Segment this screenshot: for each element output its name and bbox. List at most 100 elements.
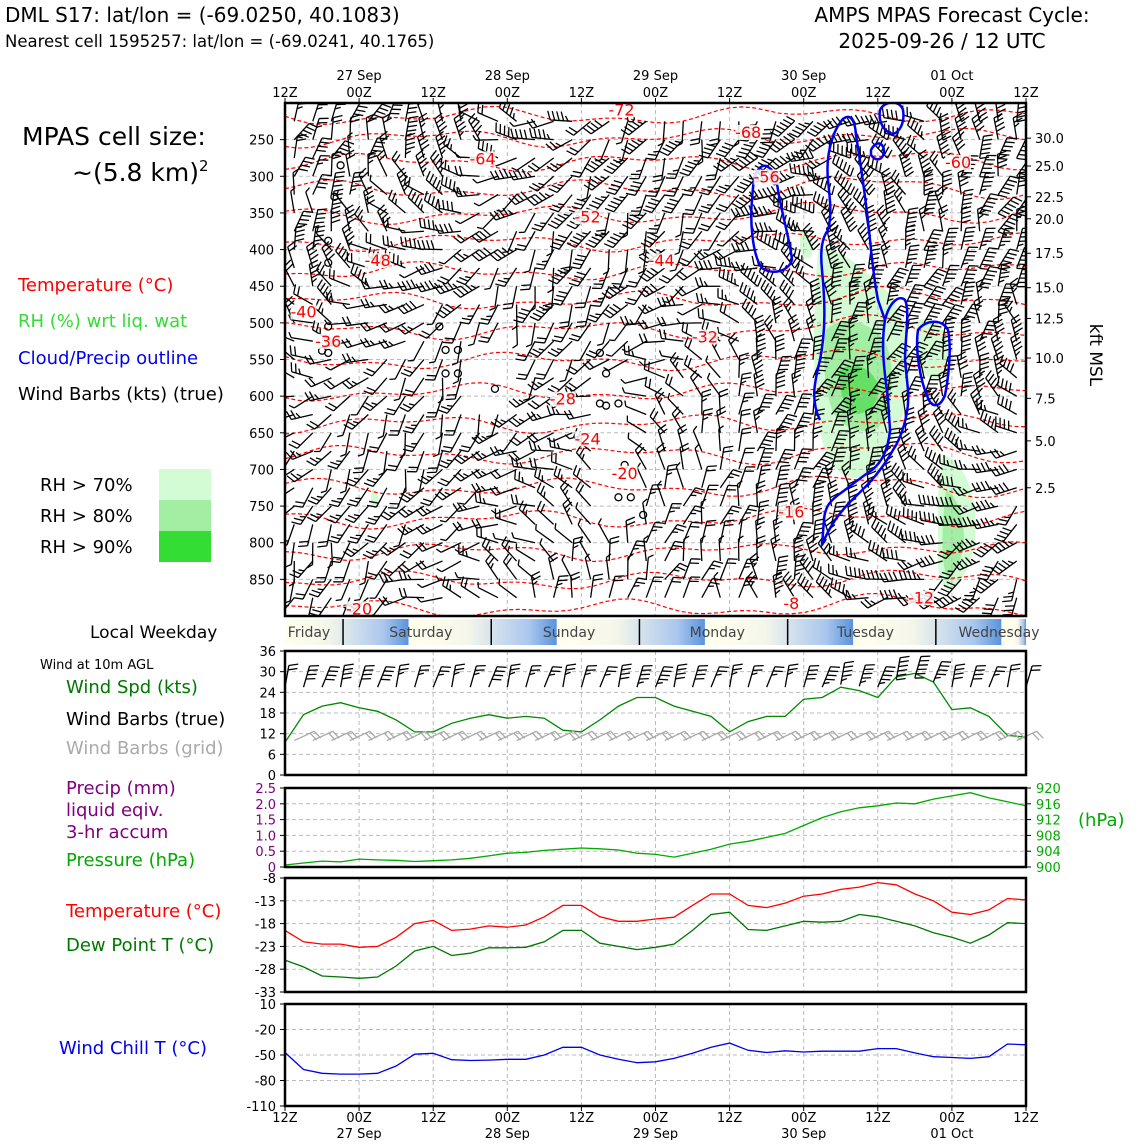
barb-1003-flag-2 [983,182,992,183]
sfc-barb-23-flag-1 [718,671,727,672]
sfc-barb-38-flag-1 [996,671,1005,672]
kft-tick-label-1: 25.0 [1035,160,1064,175]
barb-722-flag-3 [778,479,787,480]
sfc-barb-35-flag-2 [938,670,947,671]
barb-359-flag-1 [521,285,530,286]
isotherm-label-4: -56 [754,168,780,187]
pressure-tick-label-5: 500 [249,317,274,332]
isotherm-label-10: -32 [692,327,718,346]
barb-468-flag-1 [593,301,602,302]
barb-335-staff [517,323,518,345]
barb-978-staff [961,209,962,231]
barb-566-flag-1 [671,582,680,583]
barb-920-flag-2 [914,144,915,150]
sfc-barb-38-flag-2 [994,674,1000,675]
barb-685-flag-4 [754,296,755,302]
barb-1028-flag-2 [1003,146,1012,147]
top-date-label-4: 01 Oct [930,69,973,84]
barb-1052-flag-0 [980,617,989,618]
barb-215-staff [402,597,424,598]
pressure-tick-label-12: 850 [249,573,274,588]
top-tick-label-9: 00Z [939,86,965,101]
barb-703-flag-4 [768,142,774,143]
rh-level-90: RH > 90% [40,537,133,558]
barb-485-flag-1 [614,580,623,581]
barb-182-flag-0 [388,508,397,509]
barb-1052-flag-3 [985,605,994,606]
barb-485-flag-0 [615,576,624,577]
kft-tick-label-10: 2.5 [1035,482,1056,497]
sfc-barb-2-flag-2 [327,675,336,676]
barb-959-flag-2 [946,365,955,366]
rh-swatch-70 [159,469,211,500]
barb-545-flag-0 [647,233,656,234]
sfc-barb-14-flag-2 [549,674,555,675]
barb-529-flag-0 [625,401,626,407]
barb-526-flag-0 [624,345,625,354]
isotherm-label-16: -8 [783,594,799,613]
isotherm-label-12: -24 [575,429,601,448]
barb-554-flag-1 [649,362,650,371]
barb-14-flag-1 [279,360,281,369]
sfc-barb-17-flag-1 [606,671,615,672]
sfc-barb-35-flag-0 [942,662,951,663]
barb-510-flag-1 [635,545,644,546]
barb-26-flag-0 [271,611,280,614]
barb-57-staff [331,154,332,176]
pressure-tick-label-6: 550 [249,354,274,369]
barb-761-flag-0 [793,195,794,204]
barb-350-flag-0 [499,579,500,585]
barb-722-flag-2 [779,474,788,475]
top-tick-label-10: 12Z [1013,86,1039,101]
barb-545-flag-1 [649,229,658,230]
barb-715-staff [775,338,776,360]
cell-size-title: MPAS cell size: [22,122,206,151]
isotherm-label-8: -40 [290,303,316,322]
barb-1003-flag-1 [984,177,993,178]
barb-409-flag-2 [558,204,564,205]
sfc-barb-11-flag-1 [495,671,504,672]
sfc-barb-20-flag-4 [657,683,663,684]
panel1-ytick-label-4: 24 [259,686,276,701]
sfc-barb-5-flag-1 [384,671,393,672]
top-tick-label-5: 00Z [643,86,669,101]
sfc-barb-32-flag-4 [879,683,885,684]
barb-536-flag-1 [653,527,662,528]
sfc-barb-26-flag-2 [772,674,778,675]
barb-469-flag-2 [595,314,601,315]
sfc-barb-32-flag-0 [886,667,895,668]
barb-442-flag-1 [577,322,586,323]
barb-1029-staff [997,154,998,176]
top-tick-label-7: 00Z [791,86,817,101]
sfc-barb-29-flag-2 [827,675,836,676]
cell-size-value: ~(5.8 km)2 [72,157,209,187]
barb-428-flag-0 [555,523,556,529]
top-tick-label-8: 12Z [865,86,891,101]
top-date-label-0: 27 Sep [337,69,382,84]
barb-801-flag-3 [835,443,844,444]
barb-1028-flag-4 [1000,154,1009,155]
cycle-title: AMPS MPAS Forecast Cycle: [814,3,1089,27]
barb-170-flag-2 [393,254,394,263]
cycle-time: 2025-09-26 / 12 UTC [838,29,1045,53]
weekday-5: Wednesday [958,625,1039,641]
isotherm-label-7: -44 [649,251,675,270]
wind-barbs-grid-label: Wind Barbs (grid) [66,738,224,759]
barb-106-flag-0 [336,600,342,601]
barb-19-flag-2 [278,474,283,477]
top-tick-label-6: 12Z [717,86,743,101]
sfc-barb-20-flag-3 [659,679,668,680]
isotherm-label-6: -48 [365,251,391,270]
pressure-tick-label-3: 400 [249,244,274,259]
legend-cloud: Cloud/Precip outline [18,348,198,369]
barb-497-flag-0 [609,340,615,341]
barb-102-flag-2 [336,515,342,516]
barb-536-flag-0 [655,522,664,523]
isotherm-label-14: -16 [778,503,804,522]
barb-985-staff [961,338,962,360]
sfc-barb-20-flag-1 [662,671,671,672]
sfc-barb-32-flag-2 [883,675,892,676]
barb-376-flag-0 [518,559,519,565]
barb-632-flag-0 [698,308,699,317]
